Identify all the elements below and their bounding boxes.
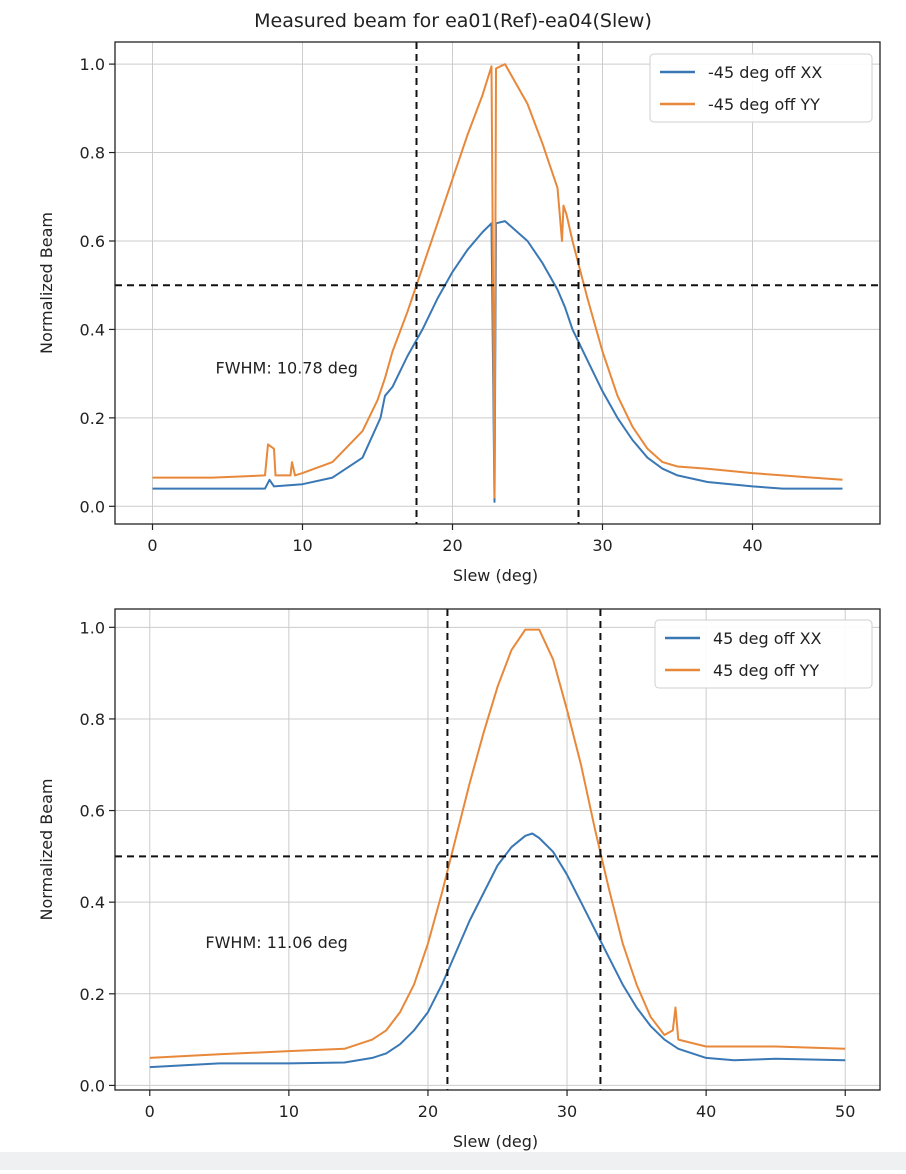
x-tick-label: 30 (592, 536, 612, 555)
y-tick-label: 0.6 (80, 232, 105, 251)
series-line-yy (152, 63, 843, 499)
x-tick-label: 0 (145, 1102, 155, 1121)
chart-1: 0 10 20 30 40 0.0 0.2 0.4 0.6 0.8 1.0 Slew (deg) Nor… (37, 41, 881, 585)
x-tick-label: 40 (742, 536, 762, 555)
fwhm-annotation: FWHM: 10.78 deg (216, 359, 358, 378)
legend: 45 deg off XX 45 deg off YY (654, 619, 873, 689)
x-tick-label: 10 (292, 536, 312, 555)
x-tick-label: 10 (279, 1102, 299, 1121)
legend-box (649, 53, 873, 123)
series-line-yy (149, 628, 846, 1059)
y-tick-label: 0.8 (80, 144, 105, 163)
chart-2: 0 10 20 30 40 50 0.0 0.2 0.4 0.6 0.8 1.0 Slew (deg) N… (37, 608, 881, 1151)
bottom-edge (0, 1152, 906, 1170)
y-tick-label: 0.4 (80, 320, 105, 339)
x-axis-label: Slew (deg) (453, 566, 538, 585)
axes-frame (114, 608, 881, 1091)
x-tick-label: 30 (557, 1102, 577, 1121)
figure-title: Measured beam for ea01(Ref)-ea04(Slew) (254, 10, 652, 32)
y-tick-label: 0.2 (80, 409, 105, 428)
axes-frame (114, 41, 881, 525)
y-tick-label: 0.2 (80, 985, 105, 1004)
y-tick-label: 1.0 (80, 618, 105, 637)
x-tick-label: 50 (835, 1102, 855, 1121)
legend-label: -45 deg off YY (708, 95, 820, 114)
y-axis-label: Normalized Beam (37, 778, 56, 920)
legend-box (654, 619, 873, 689)
legend-label: 45 deg off XX (713, 629, 822, 648)
x-axis-label: Slew (deg) (453, 1132, 538, 1151)
y-tick-label: 0.0 (80, 1076, 105, 1095)
fwhm-annotation: FWHM: 11.06 deg (205, 933, 347, 952)
legend-label: 45 deg off YY (713, 661, 819, 680)
x-tick-label: 20 (442, 536, 462, 555)
y-tick-label: 0.4 (80, 893, 105, 912)
y-tick-label: 0.6 (80, 802, 105, 821)
x-tick-label: 40 (696, 1102, 716, 1121)
x-tick-label: 20 (418, 1102, 438, 1121)
y-tick-label: 0.8 (80, 710, 105, 729)
series-line-xx (149, 832, 846, 1069)
legend: -45 deg off XX -45 deg off YY (649, 53, 873, 123)
y-tick-label: 1.0 (80, 55, 105, 74)
y-axis-label: Normalized Beam (37, 212, 56, 354)
legend-label: -45 deg off XX (708, 63, 822, 82)
x-tick-label: 0 (147, 536, 157, 555)
y-tick-label: 0.0 (80, 497, 105, 516)
